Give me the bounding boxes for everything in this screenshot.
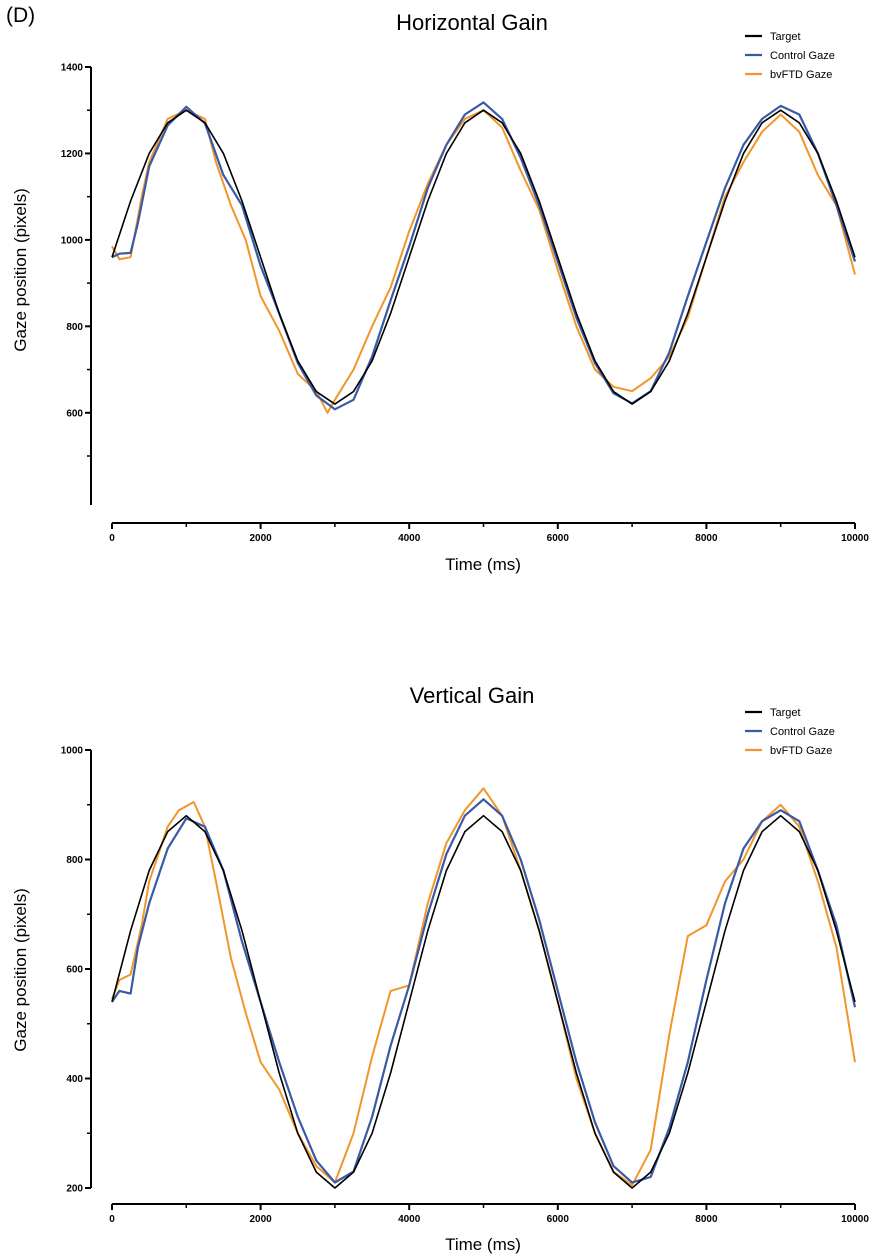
- legend-entry: Control Gaze: [770, 50, 835, 62]
- y-tick-label: 1000: [61, 235, 84, 246]
- legend-entry: Target: [770, 31, 801, 43]
- x-tick-label: 8000: [695, 533, 718, 544]
- y-tick-label: 1200: [61, 149, 84, 160]
- x-tick-label: 2000: [249, 533, 272, 544]
- y-tick-label: 1000: [61, 746, 84, 757]
- legend-entry: bvFTD Gaze: [770, 69, 832, 81]
- y-tick-label: 600: [66, 965, 83, 976]
- y-tick-label: 1400: [61, 63, 84, 74]
- horizontal-gain-chart: Horizontal Gain 600 800 1000 1200 1400 0 2000 40…: [11, 10, 869, 574]
- chart-title: Vertical Gain: [410, 683, 535, 708]
- x-tick-label: 6000: [547, 533, 570, 544]
- y-axis-label: Gaze position (pixels): [11, 188, 30, 351]
- x-tick-label: 0: [109, 1214, 115, 1225]
- x-axis-label: Time (ms): [445, 555, 521, 574]
- x-tick-label: 4000: [398, 1214, 421, 1225]
- legend-entry: bvFTD Gaze: [770, 745, 832, 757]
- x-tick-label: 10000: [841, 1214, 869, 1225]
- y-tick-label: 400: [66, 1074, 83, 1085]
- y-tick-label: 600: [66, 408, 83, 419]
- y-axis-label: Gaze position (pixels): [11, 888, 30, 1051]
- x-tick-label: 4000: [398, 533, 421, 544]
- target-line: [111, 814, 856, 1189]
- y-tick-label: 800: [66, 855, 83, 866]
- control-gaze-line: [111, 798, 857, 1184]
- bvftd-gaze-line: [111, 787, 856, 1187]
- x-tick-label: 0: [109, 533, 115, 544]
- panel-label: (D): [6, 4, 36, 27]
- target-line: [111, 109, 856, 405]
- x-tick-label: 10000: [841, 533, 869, 544]
- y-tick-label: 800: [66, 322, 83, 333]
- control-gaze-line: [111, 101, 857, 411]
- legend-entry: Target: [770, 707, 801, 719]
- legend-entry: Control Gaze: [770, 726, 835, 738]
- x-tick-label: 6000: [547, 1214, 570, 1225]
- chart-title: Horizontal Gain: [396, 10, 548, 35]
- x-tick-label: 8000: [695, 1214, 718, 1225]
- x-tick-label: 2000: [249, 1214, 272, 1225]
- y-tick-label: 200: [66, 1184, 83, 1195]
- x-axis-label: Time (ms): [445, 1235, 521, 1254]
